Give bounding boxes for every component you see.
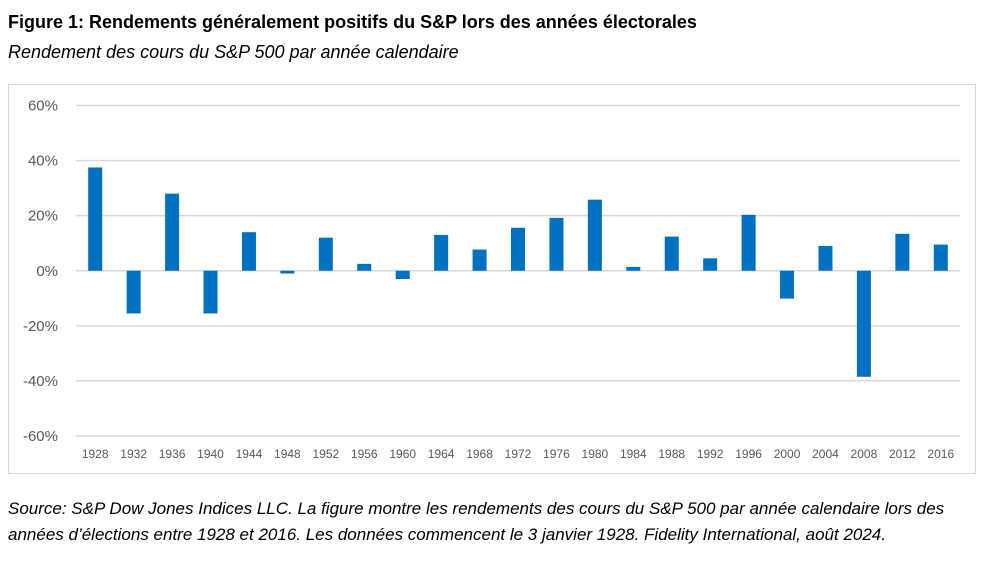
x-tick-label: 1936 (159, 447, 186, 461)
x-tick-label: 1984 (620, 447, 647, 461)
bar-1988 (664, 236, 679, 271)
bar-1932 (126, 270, 141, 314)
x-tick-label: 1976 (543, 447, 570, 461)
bar-2008 (856, 270, 871, 377)
x-tick-label: 1988 (658, 447, 685, 461)
bar-1992 (703, 258, 718, 271)
y-tick-label: 20% (28, 208, 58, 225)
figure-subtitle: Rendement des cours du S&P 500 par année… (8, 42, 459, 62)
bar-1960 (395, 270, 410, 280)
x-tick-label: 2008 (851, 447, 878, 461)
bar-1972 (511, 227, 525, 271)
chart-frame (8, 84, 976, 474)
bar-1928 (88, 167, 103, 271)
bar-1948 (280, 270, 295, 274)
bar-2000 (780, 270, 795, 299)
x-tick-label: 2016 (927, 447, 954, 461)
bar-1956 (357, 263, 372, 271)
y-tick-label: -40% (23, 373, 58, 390)
bar-1984 (626, 266, 641, 271)
bar-1952 (318, 237, 333, 271)
y-tick-label: -60% (23, 428, 58, 445)
x-tick-label: 1952 (312, 447, 339, 461)
bar-1968 (472, 249, 487, 271)
x-tick-label: 1948 (274, 447, 301, 461)
x-tick-label: 1960 (389, 447, 416, 461)
bar-2012 (895, 233, 910, 271)
x-tick-label: 1928 (82, 447, 109, 461)
bar-2004 (818, 245, 833, 271)
x-tick-label: 2000 (774, 447, 801, 461)
source-note: Source: S&P Dow Jones Indices LLC. La fi… (8, 499, 945, 544)
x-tick-label: 2004 (812, 447, 839, 461)
x-tick-label: 1932 (120, 447, 147, 461)
x-tick-label: 1956 (351, 447, 378, 461)
bar-1976 (549, 217, 564, 271)
bar-1936 (165, 193, 180, 271)
x-tick-label: 1972 (505, 447, 532, 461)
x-tick-label: 1968 (466, 447, 493, 461)
x-tick-label: 1944 (236, 447, 263, 461)
x-tick-label: 1980 (582, 447, 609, 461)
figure-title: Figure 1: Rendements généralement positi… (8, 12, 697, 32)
x-tick-label: 2012 (889, 447, 916, 461)
x-tick-label: 1992 (697, 447, 724, 461)
y-tick-label: 60% (28, 98, 58, 115)
bar-1980 (587, 199, 602, 271)
x-tick-label: 1940 (197, 447, 224, 461)
y-tick-label: 0% (36, 263, 58, 280)
bar-1940 (203, 270, 218, 314)
x-tick-label: 1996 (735, 447, 762, 461)
y-tick-label: -20% (23, 318, 58, 335)
y-tick-label: 40% (28, 153, 58, 170)
x-tick-label: 1964 (428, 447, 455, 461)
bar-1964 (434, 234, 449, 271)
bar-2016 (933, 244, 948, 271)
bar-1996 (741, 214, 756, 271)
bar-1944 (241, 232, 256, 271)
